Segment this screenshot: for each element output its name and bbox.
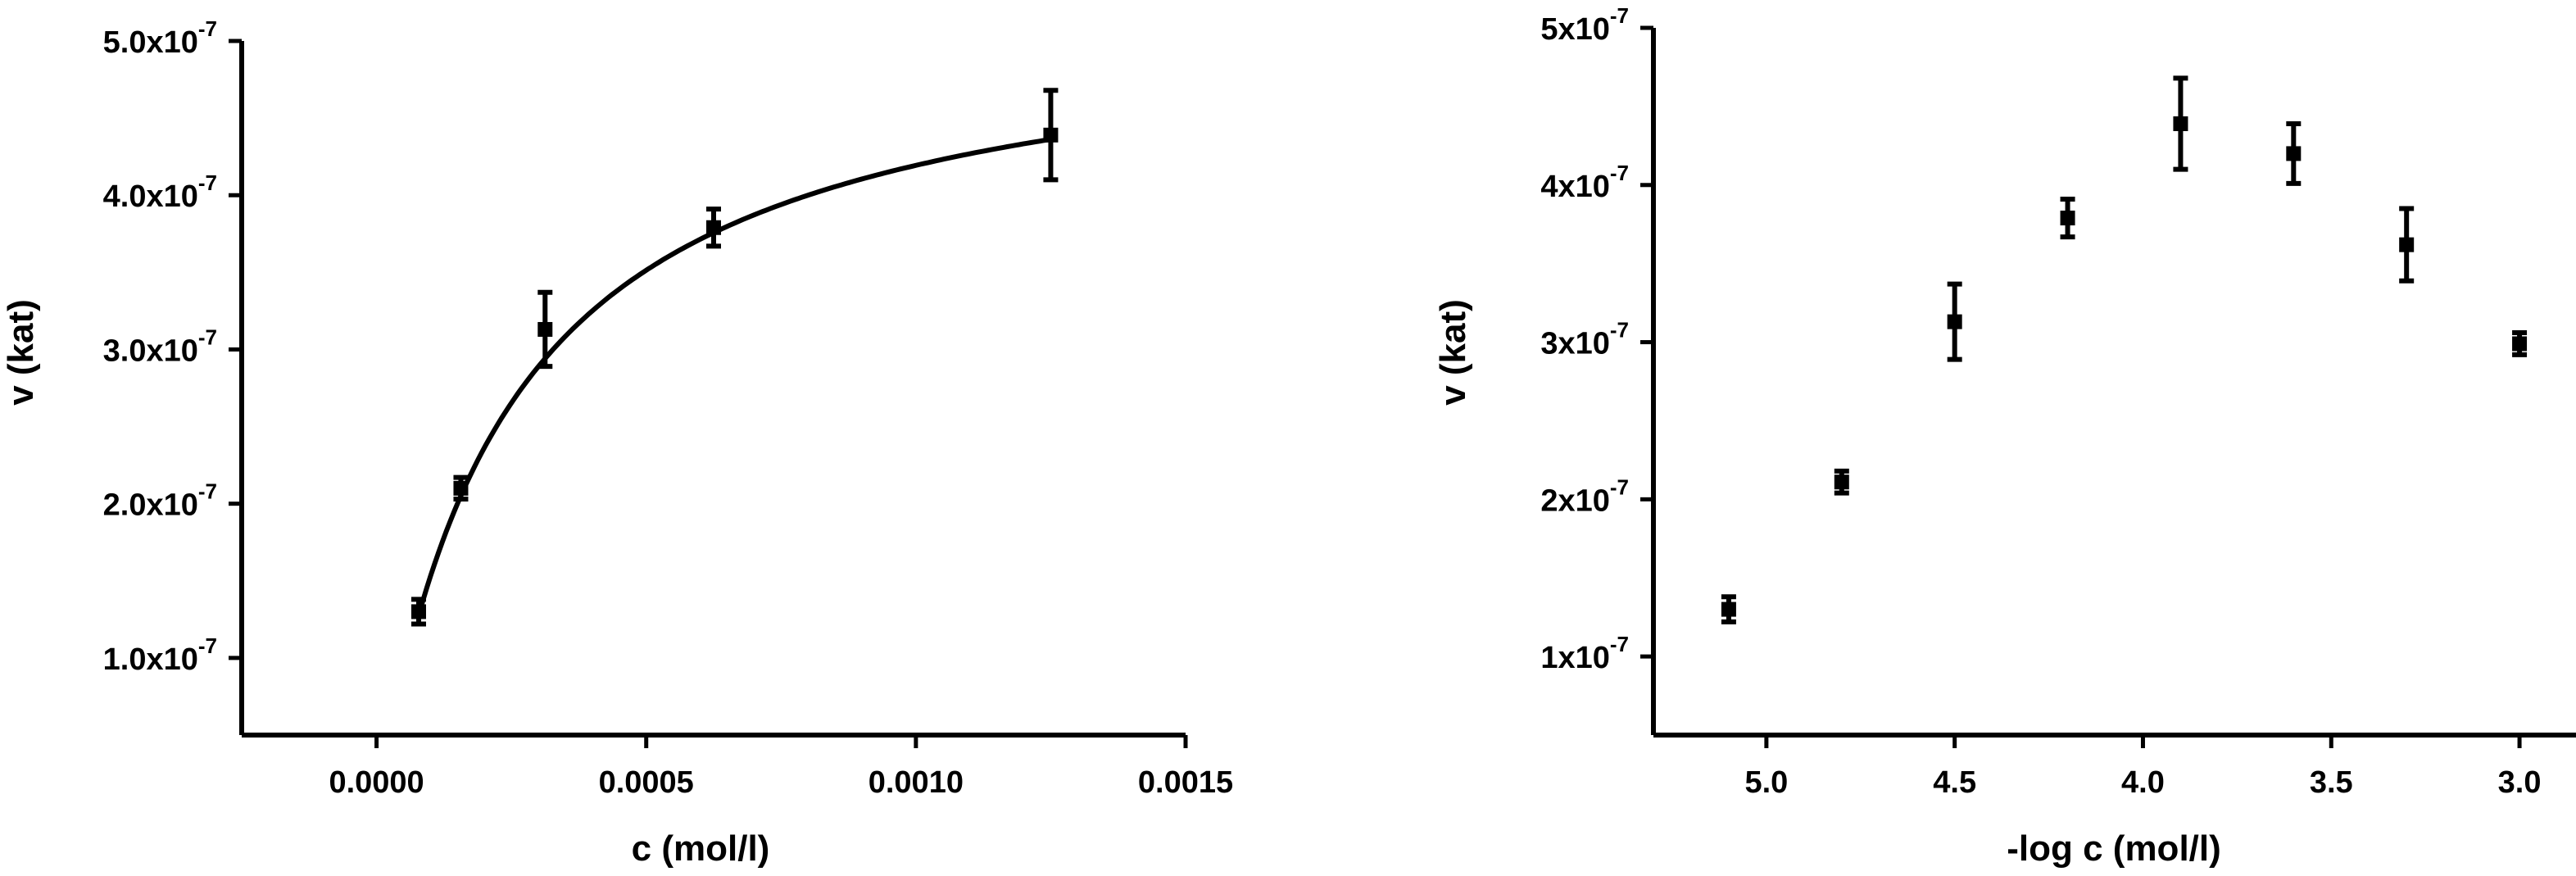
data-point: [2060, 197, 2075, 240]
point-marker: [1043, 127, 1059, 143]
x-tick-label: 3.5: [2310, 765, 2353, 800]
x-tick-label: 0.0005: [599, 765, 694, 800]
data-point: [1947, 281, 1962, 362]
data-point: [537, 289, 553, 370]
y-tick-label: 4.0x10-7: [103, 170, 217, 214]
point-marker: [2286, 146, 2302, 161]
fit-curve: [416, 137, 1051, 616]
y-tick-label: 2x10-7: [1540, 474, 1629, 518]
x-tick-label: 0.0015: [1138, 765, 1233, 800]
left-x-axis-label: c (mol/l): [632, 828, 770, 869]
y-tick-label: 3.0x10-7: [103, 325, 217, 368]
point-marker: [2399, 237, 2415, 252]
point-marker: [706, 220, 721, 235]
y-tick-label: 1x10-7: [1540, 632, 1629, 675]
point-marker: [2060, 211, 2075, 226]
log-concentration-chart: 1x10-7 2x10-7 3x10-7 4x10-7 5x10-7 5.0 4.5 4.0…: [1433, 3, 2576, 869]
point-marker: [2512, 336, 2528, 352]
left-data-points: [410, 88, 1059, 627]
data-point: [1043, 88, 1059, 183]
right-x-axis-label: -log c (mol/l): [2007, 828, 2221, 869]
point-marker: [1721, 601, 1736, 617]
right-axes: [1651, 28, 2576, 738]
michaelis-menten-chart: 1.0x10-7 2.0x10-7 3.0x10-7 4.0x10-7 5.0x10-7…: [1, 16, 1233, 869]
left-y-axis-label: v (kat): [1, 299, 41, 406]
data-point: [2512, 330, 2528, 357]
y-tick-label: 5.0x10-7: [103, 16, 217, 60]
data-point: [706, 207, 721, 249]
x-tick-label: 4.0: [2121, 765, 2165, 800]
left-axes: [239, 41, 1186, 738]
data-point: [1834, 468, 1849, 496]
point-marker: [1834, 474, 1849, 490]
data-point: [1721, 594, 1736, 624]
left-x-ticks: 0.0000 0.0005 0.0010 0.0015: [329, 735, 1233, 800]
right-y-axis-label: v (kat): [1433, 299, 1473, 406]
y-tick-label: 3x10-7: [1540, 318, 1629, 361]
right-x-ticks: 5.0 4.5 4.0 3.5 3.0: [1744, 735, 2541, 800]
point-marker: [1947, 314, 1962, 329]
point-marker: [537, 321, 553, 337]
data-point: [2173, 75, 2188, 172]
data-point: [2286, 120, 2302, 186]
left-y-ticks: 1.0x10-7 2.0x10-7 3.0x10-7 4.0x10-7 5.0x10-7: [103, 16, 242, 677]
point-marker: [410, 604, 426, 620]
x-tick-label: 4.5: [1933, 765, 1976, 800]
y-tick-label: 4x10-7: [1540, 161, 1629, 204]
data-point: [453, 474, 469, 502]
right-data-points: [1721, 75, 2528, 624]
right-y-ticks: 1x10-7 2x10-7 3x10-7 4x10-7 5x10-7: [1540, 3, 1653, 675]
y-tick-label: 2.0x10-7: [103, 479, 217, 523]
left-fit-curve-group: [416, 137, 1051, 616]
x-tick-label: 3.0: [2498, 765, 2542, 800]
y-tick-label: 5x10-7: [1540, 3, 1629, 47]
data-point: [410, 597, 426, 627]
y-tick-label: 1.0x10-7: [103, 633, 217, 677]
x-tick-label: 0.0000: [329, 765, 424, 800]
x-tick-label: 0.0010: [868, 765, 964, 800]
point-marker: [2173, 116, 2188, 131]
data-point: [2399, 206, 2415, 284]
x-tick-label: 5.0: [1744, 765, 1788, 800]
point-marker: [453, 480, 469, 496]
